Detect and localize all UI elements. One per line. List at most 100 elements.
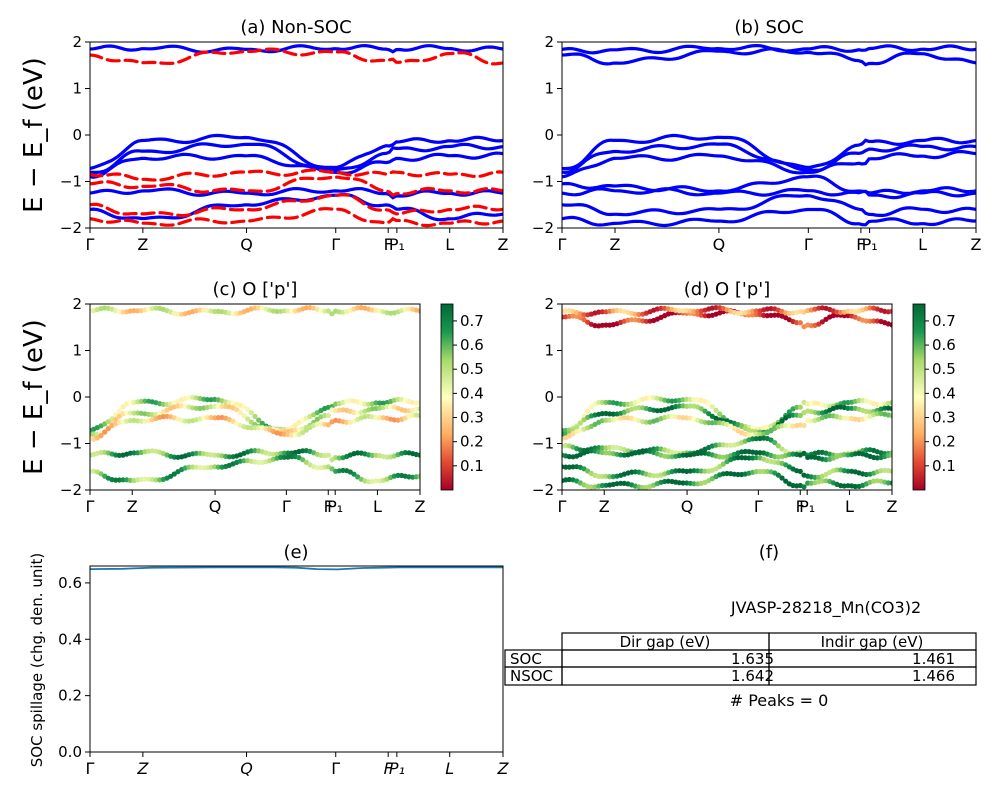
colorbar-tick-label: 0.1 [932,457,956,475]
row-nsoc-label: NSOC [510,667,553,685]
projection-point [790,412,796,418]
projection-point [889,308,892,314]
projection-point [889,322,892,328]
y-tick-label: −2 [532,219,554,237]
kpoint-label: F [796,497,805,516]
projection-point [845,468,851,474]
projection-point [362,401,368,407]
projection-point [138,398,144,404]
projection-point [779,446,785,452]
projection-point [296,419,302,425]
projection-point [347,398,353,404]
colorbar-tick-label: 0.2 [932,433,956,451]
projection-point [417,452,420,458]
nonsoc-band-line [90,207,503,228]
colorbar-tick-label: 0.5 [460,360,484,378]
projection-point [219,403,225,409]
panel-f-title: (f) [759,542,779,563]
projection-point [680,480,686,486]
projection-point [757,468,763,475]
projection-point [889,406,892,412]
projection-point [138,418,144,424]
projection-point [867,318,873,324]
projection-point [563,464,569,470]
projection-point [377,415,383,421]
panel-c-title: (c) O ['p'] [213,279,298,300]
kpoint-label: F [324,497,333,516]
projection-point [241,458,247,464]
projection-point [406,474,412,480]
kpoint-label: Γ [86,759,95,778]
panel-c-ylabel: E − E_f (eV) [19,319,49,475]
projection-point [801,422,807,429]
colorbar-tick-label: 0.5 [932,360,956,378]
kpoint-label: Q [240,759,253,778]
projection-point [153,305,159,311]
projection-point [574,424,580,430]
projection-point [783,478,789,484]
projection-point [193,405,199,411]
projection-point [753,450,759,456]
panel-e-plot: 0.60.40.20.0Γ Z Q Γ FP₁ L Z [58,565,510,778]
projection-point [120,404,126,410]
projection-point [94,435,100,441]
projection-point [241,404,247,410]
projection-point [819,319,825,325]
kpoint-label: L [445,759,454,778]
projection-point [889,452,892,458]
projection-point [698,450,704,456]
projection-point [197,465,203,471]
panel-a-plot: 210−1−2Γ Z Q Γ FP₁ L Z [60,33,509,254]
y-tick-label: −2 [60,219,82,237]
projection-point [175,403,181,409]
projection-point [340,467,346,473]
projection-point [735,471,741,478]
projection-point [636,405,642,411]
projection-point [665,398,671,404]
soc-band-line [90,43,503,54]
projection-point [808,323,814,329]
projection-point [215,403,221,409]
projection-point [285,450,291,456]
colorbar-tick-label: 0.3 [932,409,956,427]
projection-point [786,423,792,429]
projection-point [588,404,594,410]
projection-point [149,448,155,454]
kpoint-label: Z [415,497,426,516]
colorbar-tick-label: 0.2 [460,433,484,451]
kpoint-label: Z [610,235,621,254]
panel-d-title: (d) O ['p'] [684,279,770,300]
projection-point [417,308,420,314]
projection-point [281,454,287,460]
projection-point [138,476,144,482]
row-soc-dir: 1.635 [731,650,774,668]
row-soc-indir: 1.461 [912,650,955,668]
y-tick-label: 0.0 [58,743,82,761]
projection-point [709,404,715,410]
projection-point [373,478,379,484]
projection-point [245,416,251,422]
projection-point [621,401,627,407]
projection-point [845,405,851,411]
projection-point [643,419,649,425]
projection-point [248,419,254,425]
projection-point [874,411,880,417]
projection-point [318,452,324,458]
kpoint-label: L [373,497,382,516]
kpoint-label: F [384,235,393,254]
projection-point [581,312,587,318]
projection-point [717,411,723,417]
y-tick-label: 2 [544,33,554,51]
projection-point [596,473,602,479]
projection-point [303,305,309,311]
projection-point [226,454,232,460]
projection-point [834,467,840,473]
panel-a-ylabel: E − E_f (eV) [19,57,49,213]
projection-point [819,478,825,484]
kpoint-label: Z [498,235,509,254]
projection-point [391,417,397,423]
projection-point [248,448,254,454]
y-tick-label: 0 [72,126,82,144]
kpoint-label: P₁ [327,497,343,516]
kpoint-label: F [384,759,394,778]
